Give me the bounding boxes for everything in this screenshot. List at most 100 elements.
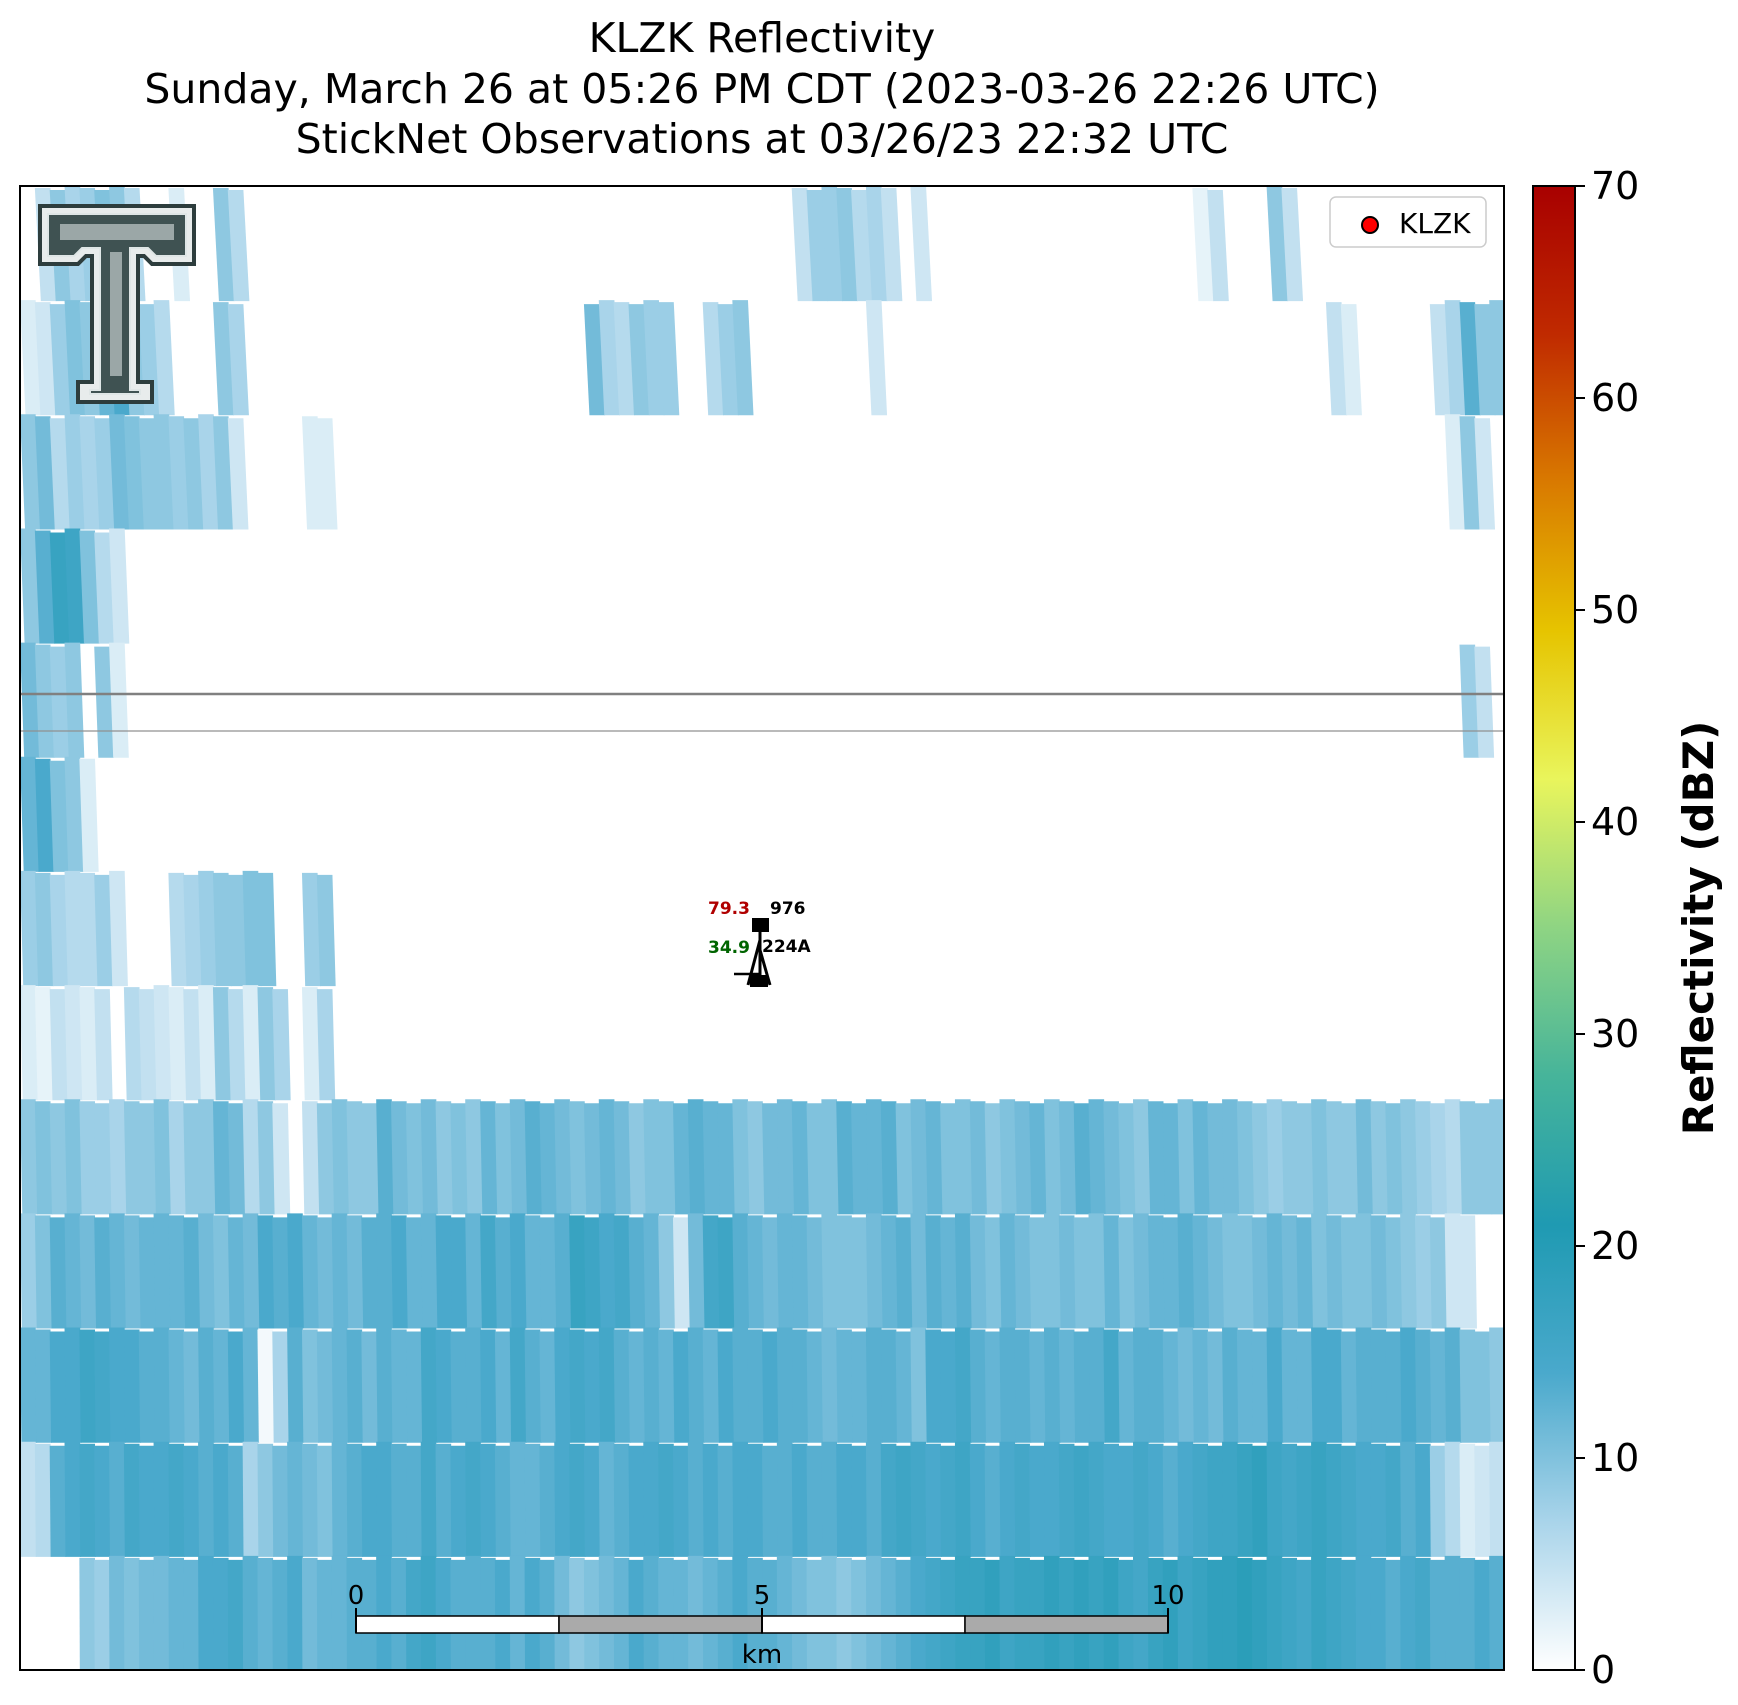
reflectivity-gate <box>212 416 234 530</box>
reflectivity-gate <box>628 1103 647 1215</box>
reflectivity-gate <box>910 1555 927 1670</box>
reflectivity-gate <box>910 1213 928 1329</box>
reflectivity-gate <box>643 300 665 416</box>
reflectivity-gate <box>227 874 247 987</box>
reflectivity-gate <box>1162 1103 1181 1215</box>
reflectivity-gate <box>1147 1557 1164 1670</box>
reflectivity-gate <box>301 1101 320 1215</box>
reflectivity-gate <box>613 1557 630 1670</box>
reflectivity-gate <box>1058 1329 1076 1443</box>
reflectivity-gate <box>791 1443 809 1557</box>
reflectivity-gate <box>954 1555 972 1670</box>
reflectivity-gate <box>569 1329 587 1443</box>
reflectivity-gate <box>1073 1445 1091 1557</box>
reflectivity-gate <box>1014 1215 1032 1329</box>
reflectivity-gate <box>301 1557 319 1670</box>
reflectivity-gate <box>376 1213 394 1329</box>
reflectivity-gate <box>1103 1329 1121 1443</box>
reflectivity-gate <box>1414 1101 1433 1215</box>
reflectivity-gate <box>1311 1213 1329 1329</box>
reflectivity-gate <box>168 987 187 1101</box>
reflectivity-gate <box>316 1445 334 1557</box>
reflectivity-gate <box>1414 1443 1432 1557</box>
reflectivity-gate <box>49 1217 68 1329</box>
reflectivity-gate <box>1133 1555 1150 1670</box>
reflectivity-gate <box>1444 1099 1463 1215</box>
reflectivity-gate <box>420 1441 438 1557</box>
reflectivity-gate <box>198 1441 215 1557</box>
reflectivity-gate <box>1444 300 1466 416</box>
reflectivity-gate <box>301 987 321 1101</box>
reflectivity-gate <box>79 1101 98 1215</box>
reflectivity-gate <box>183 1103 202 1215</box>
reflectivity-gate <box>1459 416 1481 530</box>
reflectivity-gate <box>1340 1445 1358 1557</box>
reflectivity-gate <box>316 1559 333 1670</box>
reflectivity-gate <box>1340 304 1362 416</box>
reflectivity-gate <box>776 1441 794 1557</box>
reflectivity-gate <box>1370 1101 1389 1215</box>
reflectivity-gate <box>227 1217 246 1329</box>
reflectivity-gate <box>227 1445 245 1557</box>
reflectivity-gate <box>1355 1555 1372 1670</box>
reflectivity-gate <box>524 1101 543 1215</box>
reflectivity-gate <box>821 1099 840 1215</box>
reflectivity-gate <box>1459 1101 1478 1215</box>
reflectivity-gate <box>940 1103 959 1215</box>
reflectivity-gate <box>20 1327 38 1443</box>
station-plot: 79.3 976 34.9 224A <box>708 899 811 987</box>
reflectivity-gate <box>940 1445 957 1557</box>
reflectivity-gate <box>1429 1559 1446 1670</box>
reflectivity-gate <box>1414 1329 1432 1443</box>
reflectivity-gate <box>509 1555 526 1670</box>
reflectivity-gate <box>272 1331 290 1443</box>
reflectivity-gate <box>583 304 606 416</box>
reflectivity-gate <box>806 1217 825 1329</box>
reflectivity-gate <box>747 1443 764 1557</box>
reflectivity-gate <box>1192 1443 1209 1557</box>
reflectivity-gate <box>1251 1445 1269 1557</box>
reflectivity-gate <box>34 644 55 758</box>
colorbar-tick-label: 10 <box>1591 1436 1639 1480</box>
reflectivity-gate <box>1192 188 1214 302</box>
reflectivity-gate <box>865 1555 882 1670</box>
reflectivity-gate <box>851 1331 869 1443</box>
reflectivity-gate <box>480 1215 498 1329</box>
reflectivity-gate <box>153 300 175 416</box>
reflectivity-gate <box>94 1559 111 1670</box>
reflectivity-gate <box>776 1099 795 1215</box>
reflectivity-gate <box>1429 304 1451 416</box>
reflectivity-gate <box>1281 1557 1298 1670</box>
reflectivity-gate <box>1355 1327 1373 1443</box>
reflectivity-gate <box>910 1099 929 1215</box>
reflectivity-gate <box>910 186 933 302</box>
reflectivity-gate <box>613 302 635 416</box>
reflectivity-gate <box>613 1329 631 1443</box>
reflectivity-gate <box>569 1557 586 1670</box>
reflectivity-gate <box>94 1331 112 1443</box>
reflectivity-gate <box>1118 1331 1136 1443</box>
reflectivity-gate <box>643 1327 661 1443</box>
reflectivity-gate <box>64 528 85 644</box>
reflectivity-gate <box>1043 1099 1062 1215</box>
reflectivity-gate <box>806 190 829 302</box>
reflectivity-gate <box>1489 1099 1504 1215</box>
reflectivity-gate <box>376 1441 393 1557</box>
reflectivity-gate <box>361 1103 380 1215</box>
reflectivity-gate <box>1088 1441 1106 1557</box>
reflectivity-gate <box>895 1331 913 1443</box>
reflectivity-gate <box>791 188 814 302</box>
reflectivity-gate <box>49 304 71 416</box>
reflectivity-gate <box>1222 1441 1239 1557</box>
reflectivity-gate <box>153 1555 170 1670</box>
reflectivity-gate <box>1489 1327 1504 1443</box>
reflectivity-gate <box>821 1213 839 1329</box>
reflectivity-gate <box>420 1099 439 1215</box>
texas-tech-double-t-logo <box>38 204 196 404</box>
reflectivity-gate <box>376 1555 393 1670</box>
reflectivity-gate <box>1400 1099 1419 1215</box>
reflectivity-gate <box>1207 1217 1225 1329</box>
reflectivity-gate <box>687 1213 706 1329</box>
reflectivity-gate <box>1073 1559 1090 1670</box>
reflectivity-gate <box>1207 190 1229 302</box>
